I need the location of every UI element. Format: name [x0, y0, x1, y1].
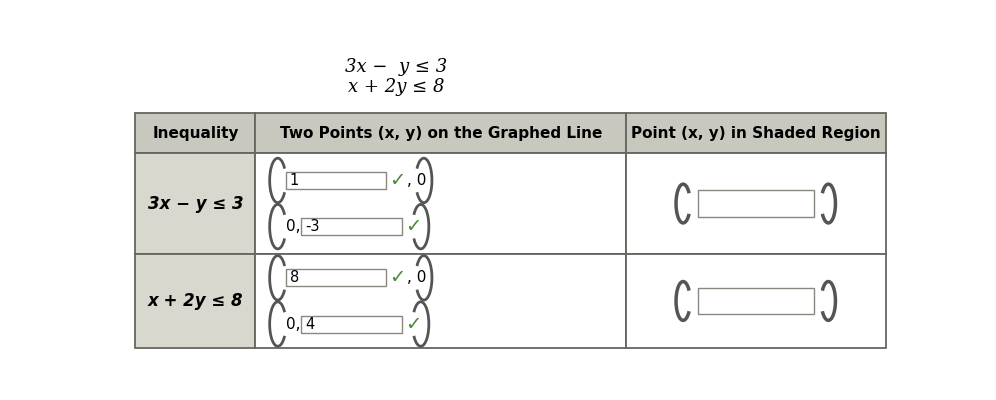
Text: 0,: 0,: [286, 316, 300, 332]
FancyBboxPatch shape: [135, 154, 256, 254]
Text: , 0: , 0: [406, 270, 426, 285]
Text: 3x −  y ≤ 3: 3x − y ≤ 3: [345, 58, 447, 76]
FancyBboxPatch shape: [286, 172, 386, 189]
Text: -3: -3: [305, 219, 320, 234]
FancyBboxPatch shape: [625, 114, 885, 154]
FancyBboxPatch shape: [625, 154, 885, 254]
Text: ✓: ✓: [389, 268, 405, 287]
FancyBboxPatch shape: [301, 316, 402, 332]
FancyBboxPatch shape: [256, 154, 625, 254]
Text: 4: 4: [305, 316, 315, 332]
Text: ✓: ✓: [404, 314, 421, 334]
FancyBboxPatch shape: [625, 254, 885, 348]
FancyBboxPatch shape: [697, 288, 814, 314]
FancyBboxPatch shape: [135, 114, 256, 154]
FancyBboxPatch shape: [286, 269, 386, 286]
Text: , 0: , 0: [406, 173, 426, 188]
Text: x + 2y ≤ 8: x + 2y ≤ 8: [147, 292, 243, 310]
FancyBboxPatch shape: [697, 190, 814, 217]
Text: 8: 8: [290, 270, 299, 285]
FancyBboxPatch shape: [256, 254, 625, 348]
Text: Inequality: Inequality: [152, 126, 239, 141]
Text: Point (x, y) in Shaded Region: Point (x, y) in Shaded Region: [630, 126, 880, 141]
Text: ✓: ✓: [404, 217, 421, 236]
Text: Two Points (x, y) on the Graphed Line: Two Points (x, y) on the Graphed Line: [280, 126, 602, 141]
Text: ✓: ✓: [389, 171, 405, 190]
FancyBboxPatch shape: [301, 218, 402, 235]
FancyBboxPatch shape: [135, 254, 256, 348]
FancyBboxPatch shape: [256, 114, 625, 154]
Text: 0,: 0,: [286, 219, 300, 234]
Text: x + 2y ≤ 8: x + 2y ≤ 8: [348, 78, 444, 96]
Text: 1: 1: [290, 173, 299, 188]
Text: 3x − y ≤ 3: 3x − y ≤ 3: [147, 194, 243, 212]
